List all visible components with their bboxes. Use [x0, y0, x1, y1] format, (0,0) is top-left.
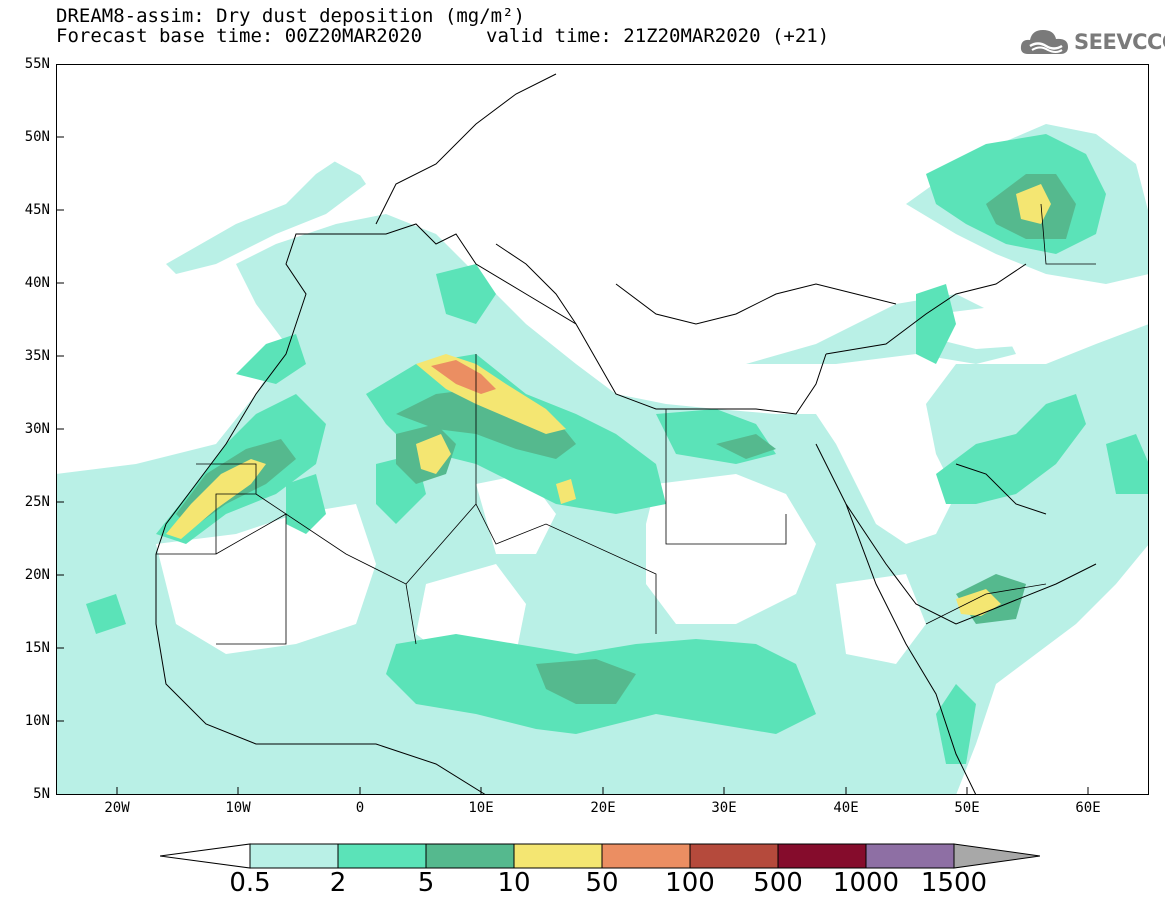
lat-label-15n: 15N [24, 640, 50, 656]
legend-swatch-7 [865, 843, 955, 869]
legend-label-1000: 1000 [832, 868, 900, 898]
lon-label-10e: 10E [468, 800, 494, 816]
country-borders [156, 203, 1096, 645]
legend-label-50: 50 [585, 868, 619, 898]
lat-label-10n: 10N [24, 713, 50, 729]
legend-label-100: 100 [665, 868, 715, 898]
dust-deposition-map [56, 64, 1149, 795]
lat-label-30n: 30N [24, 421, 50, 437]
legend-label-1500: 1500 [920, 868, 988, 898]
lat-label-45n: 45N [24, 202, 50, 218]
legend-arrow-high [953, 843, 1040, 869]
lat-label-20n: 20N [24, 567, 50, 583]
lat-label-25n: 25N [24, 494, 50, 510]
color-legend [160, 843, 1040, 869]
legend-label-2: 2 [329, 868, 347, 898]
legend-label-0-5: 0.5 [229, 868, 271, 898]
legend-label-10: 10 [497, 868, 531, 898]
lat-label-40n: 40N [24, 275, 50, 291]
legend-arrow-low [160, 843, 251, 869]
lon-label-60e: 60E [1075, 800, 1101, 816]
seevccc-logo: SEEVCCC [1018, 24, 1165, 60]
lat-label-5n: 5N [33, 786, 50, 802]
lat-label-55n: 55N [24, 56, 50, 72]
legend-swatch-1 [337, 843, 427, 869]
contour-50 [431, 360, 496, 394]
legend-swatch-2 [425, 843, 515, 869]
legend-swatch-6 [777, 843, 867, 869]
lon-label-30e: 30E [711, 800, 737, 816]
logo-text: SEEVCCC [1074, 30, 1165, 54]
lon-label-20w: 20W [104, 800, 130, 816]
legend-swatch-0 [249, 843, 339, 869]
lon-label-50e: 50E [954, 800, 980, 816]
legend-swatch-3 [513, 843, 603, 869]
lon-label-0: 0 [355, 800, 365, 816]
forecast-base-time: Forecast base time: 00Z20MAR2020 [56, 25, 423, 47]
axis-ticks [56, 64, 1089, 795]
valid-time: valid time: 21Z20MAR2020 (+21) [486, 25, 830, 47]
legend-label-500: 500 [753, 868, 803, 898]
lon-label-40e: 40E [833, 800, 859, 816]
map-title: DREAM8-assim: Dry dust deposition (mg/m²… [56, 5, 525, 27]
legend-swatch-4 [601, 843, 691, 869]
legend-label-5: 5 [417, 868, 435, 898]
lat-label-35n: 35N [24, 348, 50, 364]
cloud-icon [1020, 30, 1068, 54]
legend-swatch-5 [689, 843, 779, 869]
lon-label-20e: 20E [590, 800, 616, 816]
lat-label-50n: 50N [24, 129, 50, 145]
lon-label-10w: 10W [225, 800, 251, 816]
coastlines [155, 73, 1097, 795]
